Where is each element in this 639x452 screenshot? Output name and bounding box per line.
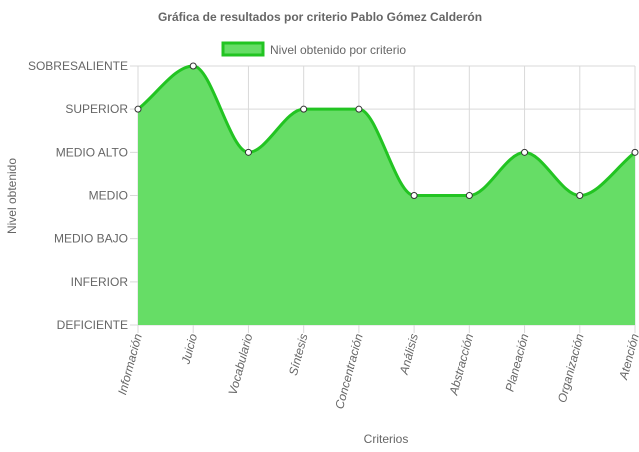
x-tick-label: Análisis [397,332,421,377]
area-layer [137,64,636,325]
y-axis-title: Nivel obtenido [5,158,19,234]
series-line [137,64,636,198]
legend-swatch [221,41,265,57]
data-point [134,105,142,113]
legend-label: Nivel obtenido por criterio [270,43,406,57]
y-tick-label: MEDIO ALTO [56,145,128,159]
y-tick-label: MEDIO BAJO [54,232,128,246]
x-tick-label: Atención [616,332,639,382]
series-area [138,66,635,325]
data-point [410,192,418,199]
x-tick-label: Juicio [178,332,200,367]
data-point [300,105,308,113]
x-tick-label: Vocabulario [226,332,256,397]
data-point [576,192,584,199]
data-point [465,192,473,199]
x-tick-label: Información [115,332,145,396]
y-tick-label: DEFICIENTE [57,318,128,332]
x-tick-label: Organización [555,332,587,404]
data-point [244,148,252,156]
x-tick-label: Concentración [332,332,366,411]
x-tick-label: Síntesis [286,332,311,377]
data-point [631,148,639,156]
x-axis-labels: Información Juicio Vocabulario Síntesis Conc… [115,332,639,411]
y-tick-label: INFERIOR [71,275,129,289]
legend[interactable]: Nivel obtenido por criterio [221,41,406,57]
y-tick-label: MEDIO [89,189,128,203]
x-tick-label: Abstracción [446,332,476,397]
x-tick-label: Planeación [503,332,532,393]
y-tick-label: SOBRESALIENTE [28,59,128,73]
data-point [189,62,197,70]
chart-title: Gráfica de resultados por criterio Pablo… [158,10,482,24]
y-tick-label: SUPERIOR [65,102,128,116]
data-point [355,105,363,113]
data-point [521,148,529,156]
points-layer [134,62,639,199]
x-axis-title: Criterios [364,432,409,446]
y-axis-labels: DEFICIENTE INFERIOR MEDIO BAJO MEDIO MEDIO A… [28,59,128,332]
